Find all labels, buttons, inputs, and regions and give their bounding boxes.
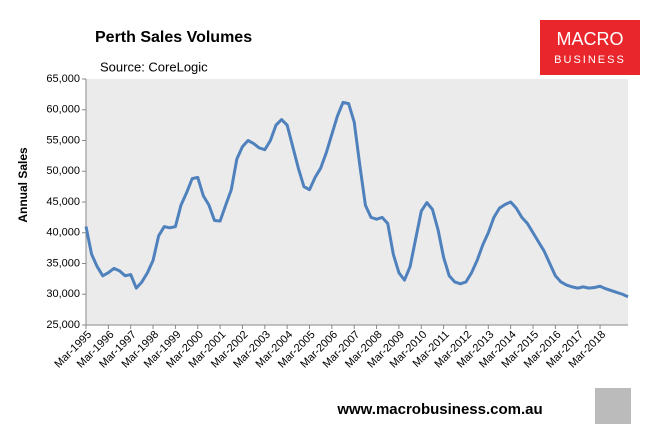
footer: www.macrobusiness.com.au	[336, 401, 542, 418]
y-tick-label: 65,000	[46, 73, 80, 85]
y-tick-label: 60,000	[46, 104, 80, 116]
chart-title: Perth Sales Volumes	[95, 29, 252, 46]
logo-text: BUSINESS	[554, 54, 626, 66]
y-tick-label: 30,000	[46, 288, 80, 300]
wolf-icon	[595, 388, 631, 424]
y-tick-label: 40,000	[46, 227, 80, 239]
y-axis-label: Annual Sales	[16, 147, 30, 223]
y-tick-label: 45,000	[46, 196, 80, 208]
y-tick-label: 25,000	[46, 319, 80, 331]
line	[84, 100, 629, 299]
subtitle: Source: CoreLogic	[100, 59, 208, 74]
y-tick-label: 55,000	[46, 134, 80, 146]
logo-text: MACRO	[557, 29, 624, 49]
logo-box	[540, 20, 640, 75]
y-tick-label: 35,000	[46, 257, 80, 269]
plot-area	[86, 79, 628, 325]
y-tick-label: 50,000	[46, 165, 80, 177]
